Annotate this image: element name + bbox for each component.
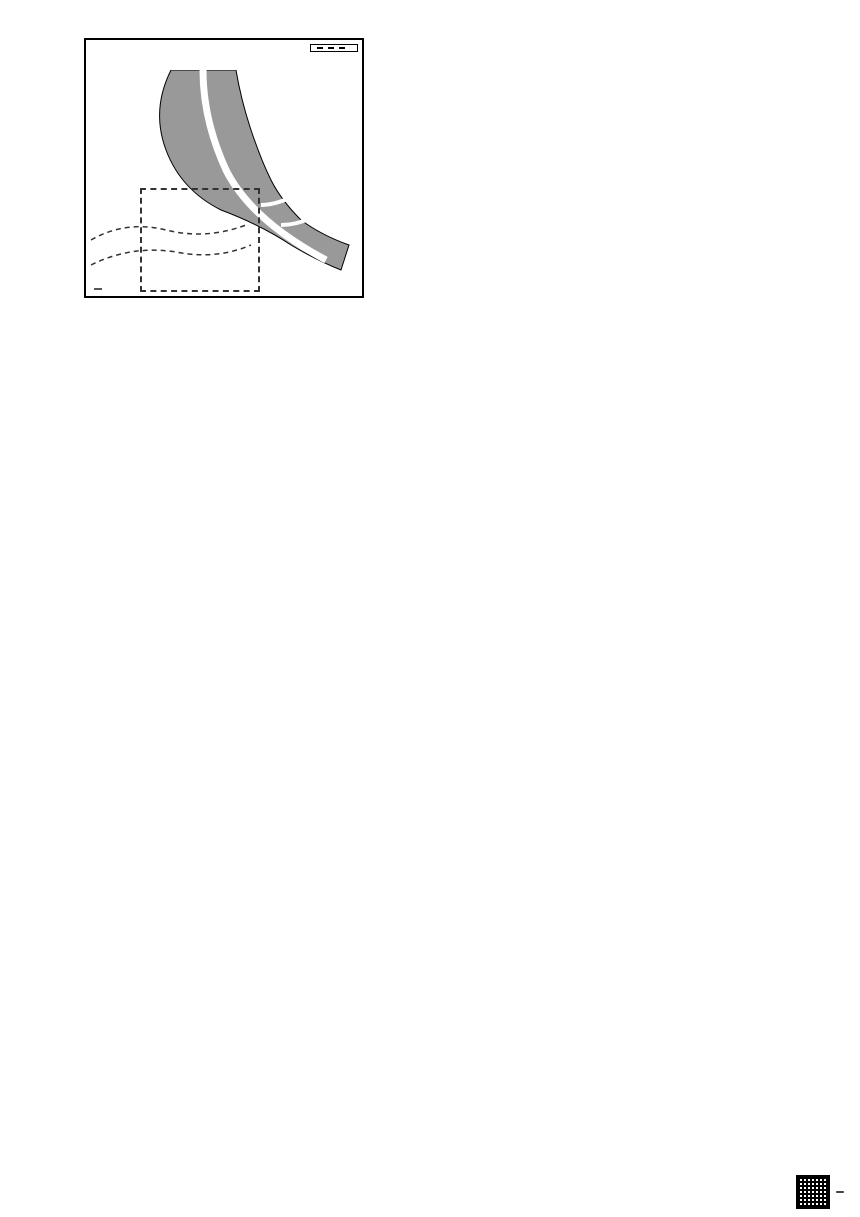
chart-svg xyxy=(394,78,734,258)
scanner-watermark xyxy=(796,1175,850,1209)
cs-badge xyxy=(836,1191,844,1193)
dashed-line-icon xyxy=(317,47,345,49)
study-area-label xyxy=(94,288,102,290)
qr-icon xyxy=(796,1175,830,1209)
map-legend xyxy=(310,44,358,52)
isobath-lines-icon xyxy=(86,190,266,290)
map-figure xyxy=(84,38,364,298)
figure-row xyxy=(84,38,795,298)
line-chart xyxy=(394,78,734,258)
